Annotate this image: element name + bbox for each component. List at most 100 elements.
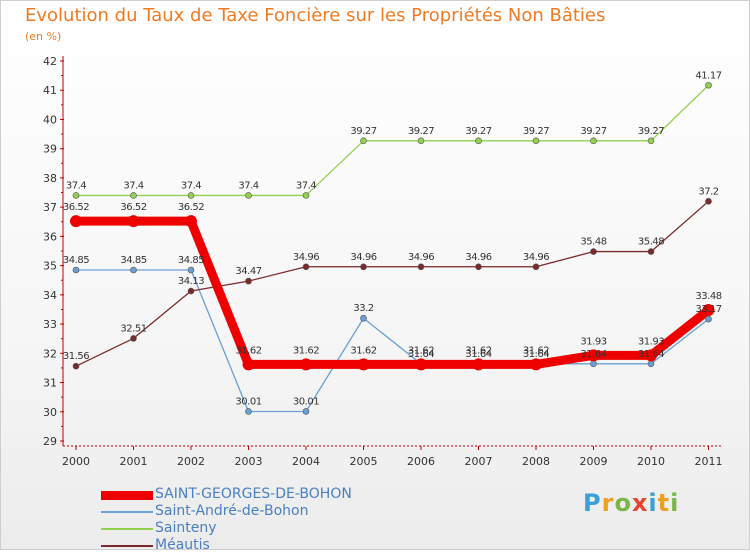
y-tick-label: 42 [43, 55, 57, 68]
y-tick-label: 31 [43, 377, 57, 390]
data-point [705, 198, 712, 205]
data-point [647, 248, 655, 255]
data-label: 31.62 [235, 345, 261, 356]
data-point [242, 358, 255, 371]
data-label: 31.64 [580, 349, 606, 360]
data-label: 37.4 [181, 180, 201, 191]
data-label: 31.62 [523, 345, 549, 356]
y-tick-label: 41 [43, 84, 57, 97]
x-tick-label: 2001 [120, 455, 148, 468]
axes: 29 30 31 32 33 34 35 36 37 38 39 40 41 42 2000 2001 2002… [43, 55, 723, 468]
data-label: 31.62 [465, 345, 491, 356]
data-point [302, 263, 310, 271]
legend-swatch [101, 491, 153, 500]
data-label: 36.52 [120, 202, 146, 213]
y-tick-label: 29 [43, 435, 57, 448]
legend-swatch [101, 511, 153, 513]
legend-label: Méautis [155, 537, 210, 553]
data-point [415, 358, 427, 371]
data-label: 41.17 [695, 70, 721, 81]
series-line [75, 269, 710, 413]
data-label: 37.2 [698, 186, 718, 197]
data-label: 34.47 [235, 266, 261, 277]
data-point [472, 358, 485, 371]
series-line [75, 84, 710, 197]
data-point [532, 263, 540, 271]
data-label: 34.96 [350, 252, 376, 263]
x-tick-label: 2007 [465, 455, 493, 468]
data-point [127, 215, 140, 228]
x-tick-label: 2003 [235, 455, 263, 468]
data-label: 37.4 [296, 180, 316, 191]
data-point [532, 137, 540, 145]
data-label: 31.56 [63, 351, 89, 362]
legend-label: SAINT-GEORGES-DE-BOHON [155, 486, 352, 502]
data-label: 36.52 [63, 202, 89, 213]
data-label: 30.01 [235, 396, 261, 407]
data-point [302, 192, 310, 199]
data-label: 37.4 [123, 180, 143, 191]
data-point [702, 304, 715, 317]
data-point [475, 263, 482, 271]
data-point [302, 408, 310, 415]
data-point [70, 215, 82, 228]
x-tick-label: 2009 [580, 455, 608, 468]
data-point [130, 335, 137, 342]
x-tick-label: 2004 [292, 455, 320, 468]
y-tick-label: 30 [43, 406, 57, 419]
data-point [357, 358, 370, 371]
data-point [187, 287, 195, 295]
chart-subtitle: (en %) [25, 30, 62, 43]
data-labels: 36.52 36.52 36.52 31.62 31.62 31.62 31.62 31.62… [63, 70, 722, 407]
y-tick-label: 39 [43, 143, 57, 156]
data-label: 31.64 [408, 349, 434, 360]
data-point [72, 266, 80, 274]
data-point [130, 266, 137, 274]
data-point [300, 358, 312, 371]
data-label: 39.27 [638, 126, 664, 137]
data-label: 34.85 [63, 255, 89, 266]
data-label: 34.96 [408, 252, 434, 263]
data-point [587, 349, 600, 362]
x-tick-label: 2011 [695, 455, 723, 468]
legend-swatch [101, 528, 153, 530]
x-tick-label: 2002 [177, 455, 205, 468]
y-tick-label: 34 [43, 289, 57, 302]
data-label: 34.13 [178, 276, 204, 287]
data-point [245, 408, 252, 415]
series-lines [71, 84, 713, 413]
data-label: 31.64 [638, 349, 664, 360]
logo-letter: i [670, 489, 680, 517]
data-label: 34.85 [178, 255, 204, 266]
series-line [71, 216, 713, 369]
legend-label: Sainteny [155, 520, 217, 536]
data-label: 35.48 [580, 237, 606, 248]
y-tick-label: 38 [43, 172, 57, 185]
data-label: 31.93 [580, 336, 606, 347]
x-tick-label: 2000 [62, 455, 90, 468]
y-tick-label: 36 [43, 230, 57, 243]
data-point [647, 137, 655, 145]
proxiti-logo[interactable]: Proxiti [583, 489, 679, 517]
logo-letter: o [614, 489, 632, 517]
data-point [647, 360, 655, 368]
data-label: 37.4 [66, 180, 86, 191]
data-label: 31.62 [350, 345, 376, 356]
x-tick-label: 2006 [407, 455, 435, 468]
data-label: 39.27 [465, 126, 491, 137]
data-label: 31.64 [465, 349, 491, 360]
data-point [245, 192, 252, 199]
data-label: 34.96 [523, 252, 549, 263]
data-point [530, 358, 542, 371]
y-tick-label: 37 [43, 201, 57, 214]
data-label: 35.48 [638, 237, 664, 248]
series-points [70, 81, 715, 415]
data-point [417, 263, 425, 271]
data-point [475, 137, 482, 145]
x-tick-label: 2008 [522, 455, 550, 468]
data-point [590, 360, 597, 368]
data-point [645, 349, 657, 362]
data-label: 31.62 [408, 345, 434, 356]
